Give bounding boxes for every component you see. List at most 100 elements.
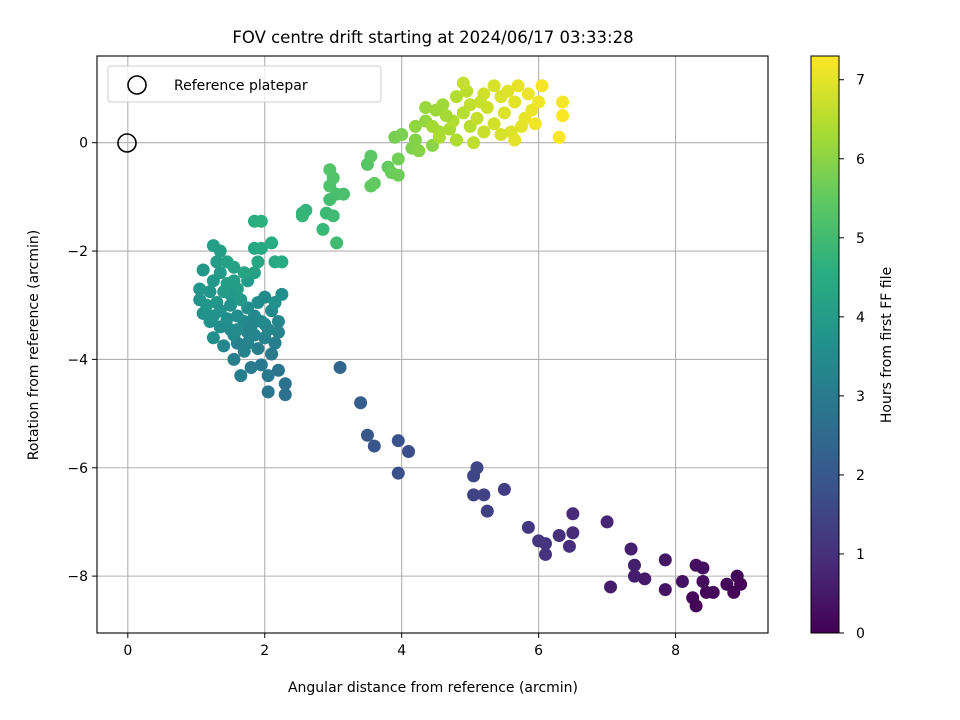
- colorbar-tick-label: 7: [856, 73, 865, 89]
- y-tick-label: 0: [79, 136, 88, 152]
- data-point: [528, 117, 542, 131]
- data-point: [261, 385, 275, 399]
- data-point: [470, 461, 484, 475]
- data-point: [227, 274, 241, 288]
- data-point: [638, 572, 652, 586]
- colorbar-tick-label: 6: [856, 152, 865, 168]
- data-point: [449, 90, 463, 104]
- data-point: [494, 128, 508, 142]
- data-point: [720, 577, 734, 591]
- data-point: [515, 119, 529, 133]
- data-point: [686, 591, 700, 605]
- data-point: [224, 298, 238, 312]
- colorbar-tick-label: 1: [856, 547, 865, 563]
- data-point: [230, 323, 244, 337]
- data-point: [268, 296, 282, 310]
- data-point: [391, 434, 405, 448]
- data-point: [227, 260, 241, 274]
- data-point: [265, 347, 279, 361]
- y-ticks: 0 −2 −4 −6 −8: [67, 136, 97, 585]
- colorbar-tick-label: 2: [856, 468, 865, 484]
- data-point: [395, 128, 409, 142]
- colorbar-label: Hours from first FF file: [879, 267, 895, 423]
- data-point: [412, 144, 426, 158]
- data-point: [241, 336, 255, 350]
- data-point: [730, 569, 744, 583]
- x-ticks: 0 2 4 6 8: [123, 633, 680, 659]
- colorbar-tick-label: 0: [856, 626, 865, 642]
- y-tick-label: −2: [67, 244, 88, 260]
- data-point: [473, 95, 487, 109]
- data-point: [193, 282, 207, 296]
- data-point: [436, 98, 450, 112]
- data-point: [477, 125, 491, 139]
- data-point: [480, 504, 494, 518]
- data-point: [467, 136, 481, 150]
- data-point: [271, 363, 285, 377]
- data-point: [247, 266, 261, 280]
- data-point: [213, 244, 227, 258]
- data-point: [535, 79, 549, 93]
- data-point: [275, 255, 289, 269]
- data-point: [538, 547, 552, 561]
- data-point: [604, 580, 618, 594]
- data-point: [552, 130, 566, 144]
- data-point: [354, 396, 368, 410]
- data-point: [244, 361, 258, 375]
- data-point: [556, 95, 570, 109]
- data-point: [432, 130, 446, 144]
- data-point: [220, 312, 234, 326]
- x-tick-label: 6: [534, 643, 543, 659]
- data-point: [261, 323, 275, 337]
- data-point: [227, 352, 241, 366]
- data-point: [213, 266, 227, 280]
- x-tick-label: 0: [123, 643, 132, 659]
- data-point: [360, 428, 374, 442]
- data-point: [497, 482, 511, 496]
- data-point: [675, 575, 689, 589]
- data-point: [600, 515, 614, 529]
- colorbar-tick-label: 4: [856, 310, 865, 326]
- data-point: [364, 179, 378, 193]
- legend-hollow-circle-icon: [127, 75, 147, 95]
- data-point: [265, 236, 279, 250]
- data-point: [278, 388, 292, 402]
- chart-title: FOV centre drift starting at 2024/06/17 …: [232, 28, 633, 47]
- data-point: [497, 106, 511, 120]
- data-point: [556, 109, 570, 123]
- data-point: [254, 214, 268, 228]
- legend-entry-label: Reference platepar: [174, 78, 308, 94]
- x-axis-label: Angular distance from reference (arcmin): [288, 680, 578, 696]
- data-point: [408, 133, 422, 147]
- x-tick-label: 8: [671, 643, 680, 659]
- data-point: [210, 255, 224, 269]
- data-point: [467, 488, 481, 502]
- y-axis-label: Rotation from reference (arcmin): [26, 230, 42, 460]
- data-point: [230, 309, 244, 323]
- legend: Reference platepar: [107, 65, 382, 103]
- data-point: [367, 439, 381, 453]
- y-tick-label: −4: [67, 352, 88, 368]
- data-point: [326, 209, 340, 223]
- reference-platepar-marker: [117, 133, 137, 153]
- x-tick-label: 2: [260, 643, 269, 659]
- colorbar-ticks: 0 1 2 3 4 5 6 7: [839, 73, 865, 642]
- data-point: [456, 76, 470, 90]
- data-point: [203, 285, 217, 299]
- colorbar-tick-label: 3: [856, 389, 865, 405]
- data-point: [706, 585, 720, 599]
- data-point: [521, 87, 535, 101]
- data-point: [463, 98, 477, 112]
- data-point: [696, 575, 710, 589]
- data-point: [206, 331, 220, 345]
- data-point: [217, 285, 231, 299]
- data-point: [251, 342, 265, 356]
- data-point: [295, 209, 309, 223]
- data-point: [391, 466, 405, 480]
- data-point: [552, 528, 566, 542]
- data-point: [408, 119, 422, 133]
- data-point: [237, 266, 251, 280]
- data-point: [364, 149, 378, 163]
- data-point: [200, 298, 214, 312]
